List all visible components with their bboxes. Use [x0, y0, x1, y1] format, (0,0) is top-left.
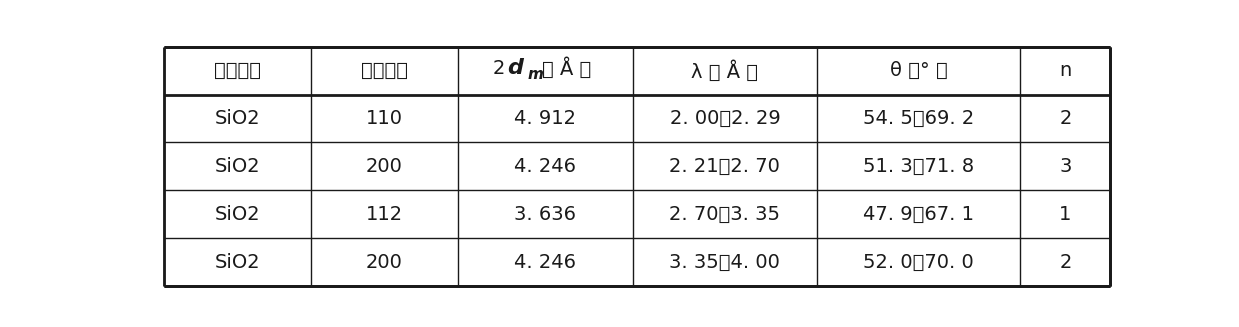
Text: 2: 2	[492, 59, 504, 78]
Text: SiO2: SiO2	[214, 205, 260, 224]
Text: 110: 110	[366, 109, 403, 128]
Text: （ Å ）: （ Å ）	[543, 58, 591, 79]
Text: 54. 5～69. 2: 54. 5～69. 2	[864, 109, 974, 128]
Text: 52. 0～70. 0: 52. 0～70. 0	[864, 252, 974, 272]
Text: 4. 246: 4. 246	[514, 252, 576, 272]
Text: 3: 3	[1059, 157, 1072, 176]
Text: 4. 246: 4. 246	[514, 157, 576, 176]
Text: 200: 200	[366, 252, 403, 272]
Text: θ （° ）: θ （° ）	[890, 61, 948, 80]
Text: 200: 200	[366, 157, 403, 176]
Text: 2. 21～2. 70: 2. 21～2. 70	[669, 157, 781, 176]
Text: 晶体类型: 晶体类型	[214, 61, 261, 80]
Text: m: m	[528, 67, 544, 82]
Text: 2: 2	[1059, 252, 1072, 272]
Text: SiO2: SiO2	[214, 252, 260, 272]
Text: 2: 2	[1059, 109, 1072, 128]
Text: 51. 3～71. 8: 51. 3～71. 8	[864, 157, 974, 176]
Text: 112: 112	[366, 205, 403, 224]
Text: 米勒指数: 米勒指数	[361, 61, 408, 80]
Text: 1: 1	[1059, 205, 1072, 224]
Text: 2. 00～2. 29: 2. 00～2. 29	[669, 109, 781, 128]
Text: SiO2: SiO2	[214, 157, 260, 176]
Text: 2. 70～3. 35: 2. 70～3. 35	[669, 205, 781, 224]
Text: SiO2: SiO2	[214, 109, 260, 128]
Text: 47. 9～67. 1: 47. 9～67. 1	[864, 205, 974, 224]
Text: n: n	[1059, 61, 1072, 80]
Text: 3. 35～4. 00: 3. 35～4. 00	[669, 252, 781, 272]
Text: 4. 912: 4. 912	[514, 109, 576, 128]
Text: λ （ Å ）: λ （ Å ）	[691, 60, 758, 81]
Text: d: d	[507, 58, 523, 78]
Text: 3. 636: 3. 636	[514, 205, 576, 224]
